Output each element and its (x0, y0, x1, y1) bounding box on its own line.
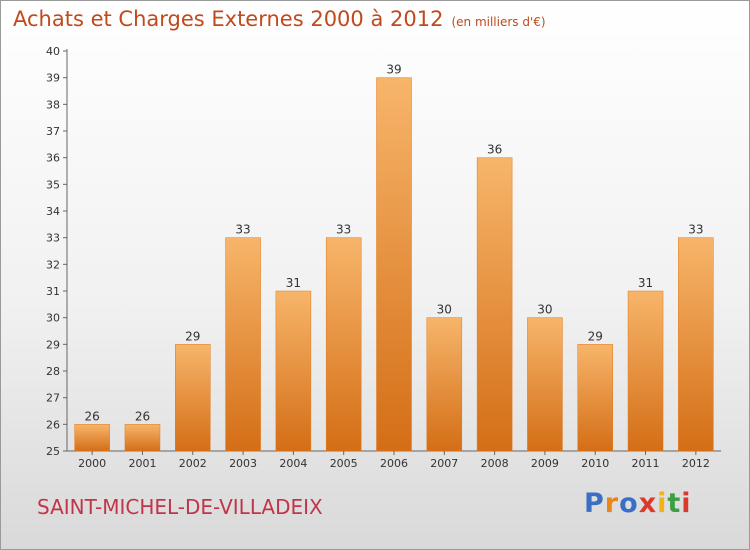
logo-letter: t (667, 488, 682, 519)
x-tick-label: 2007 (430, 457, 458, 470)
y-tick-label: 36 (46, 152, 60, 165)
x-tick-label: 2001 (128, 457, 156, 470)
bar-value-label: 39 (386, 63, 401, 77)
x-tick-label: 2008 (481, 457, 509, 470)
bar-value-label: 26 (85, 409, 100, 423)
y-tick-label: 34 (46, 205, 60, 218)
chart-title: Achats et Charges Externes 2000 à 2012 (e… (13, 7, 546, 31)
y-tick-label: 31 (46, 285, 60, 298)
bar (74, 424, 110, 452)
y-tick-label: 37 (46, 125, 60, 138)
y-tick-label: 35 (46, 178, 60, 191)
bar (275, 290, 312, 452)
logo-letter: o (619, 488, 639, 519)
proxiti-logo: Proxiti (584, 488, 692, 519)
bar (376, 77, 412, 452)
x-tick-label: 2000 (78, 457, 106, 470)
y-tick-label: 25 (46, 445, 60, 458)
y-tick-label: 27 (46, 392, 60, 405)
y-tick-label: 40 (46, 45, 60, 58)
y-tick-label: 29 (46, 338, 60, 351)
x-tick-label: 2009 (531, 457, 559, 470)
y-tick-label: 26 (46, 418, 60, 431)
bar-value-label: 31 (638, 276, 653, 290)
bar-value-label: 33 (235, 223, 250, 237)
y-tick-label: 28 (46, 365, 60, 378)
bar-value-label: 33 (336, 223, 351, 237)
logo-letter: i (657, 488, 668, 519)
bar-value-label: 30 (537, 303, 552, 317)
commune-name: SAINT-MICHEL-DE-VILLADEIX (37, 495, 323, 519)
logo-letter: r (604, 488, 620, 519)
bar-value-label: 30 (437, 303, 452, 317)
title-text: Achats et Charges Externes 2000 à 2012 (13, 7, 444, 31)
bar (476, 157, 513, 452)
bar (325, 237, 362, 452)
bar (426, 317, 463, 452)
y-tick-label: 32 (46, 258, 60, 271)
y-tick-label: 33 (46, 232, 60, 245)
bar (577, 344, 613, 452)
x-tick-label: 2004 (279, 457, 307, 470)
y-tick-label: 30 (46, 312, 60, 325)
bar-value-label: 26 (135, 409, 150, 423)
bar (527, 317, 563, 452)
bar-value-label: 31 (286, 276, 301, 290)
x-tick-label: 2003 (229, 457, 257, 470)
x-tick-label: 2010 (581, 457, 609, 470)
x-tick-label: 2006 (380, 457, 408, 470)
x-tick-label: 2005 (330, 457, 358, 470)
bar-value-label: 33 (688, 223, 703, 237)
bar (627, 290, 664, 452)
x-tick-label: 2011 (632, 457, 660, 470)
bar (678, 237, 714, 452)
bar-value-label: 36 (487, 143, 502, 157)
x-tick-label: 2002 (179, 457, 207, 470)
bar (225, 237, 261, 452)
x-tick-label: 2012 (682, 457, 710, 470)
logo-letter: P (584, 488, 605, 519)
y-tick-label: 39 (46, 72, 60, 85)
title-unit: (en milliers d'€) (451, 15, 546, 29)
bar (175, 344, 211, 452)
logo-letter: x (638, 488, 658, 519)
logo-letter: i (681, 488, 692, 519)
bar-value-label: 29 (185, 329, 200, 343)
bar-value-label: 29 (588, 329, 603, 343)
bar-chart: 25 26 27 28 29 30 31 32 33 34 35 36 37 38 39 40 26 2000 26… (46, 45, 721, 470)
y-tick-label: 38 (46, 98, 60, 111)
bar (124, 424, 161, 452)
